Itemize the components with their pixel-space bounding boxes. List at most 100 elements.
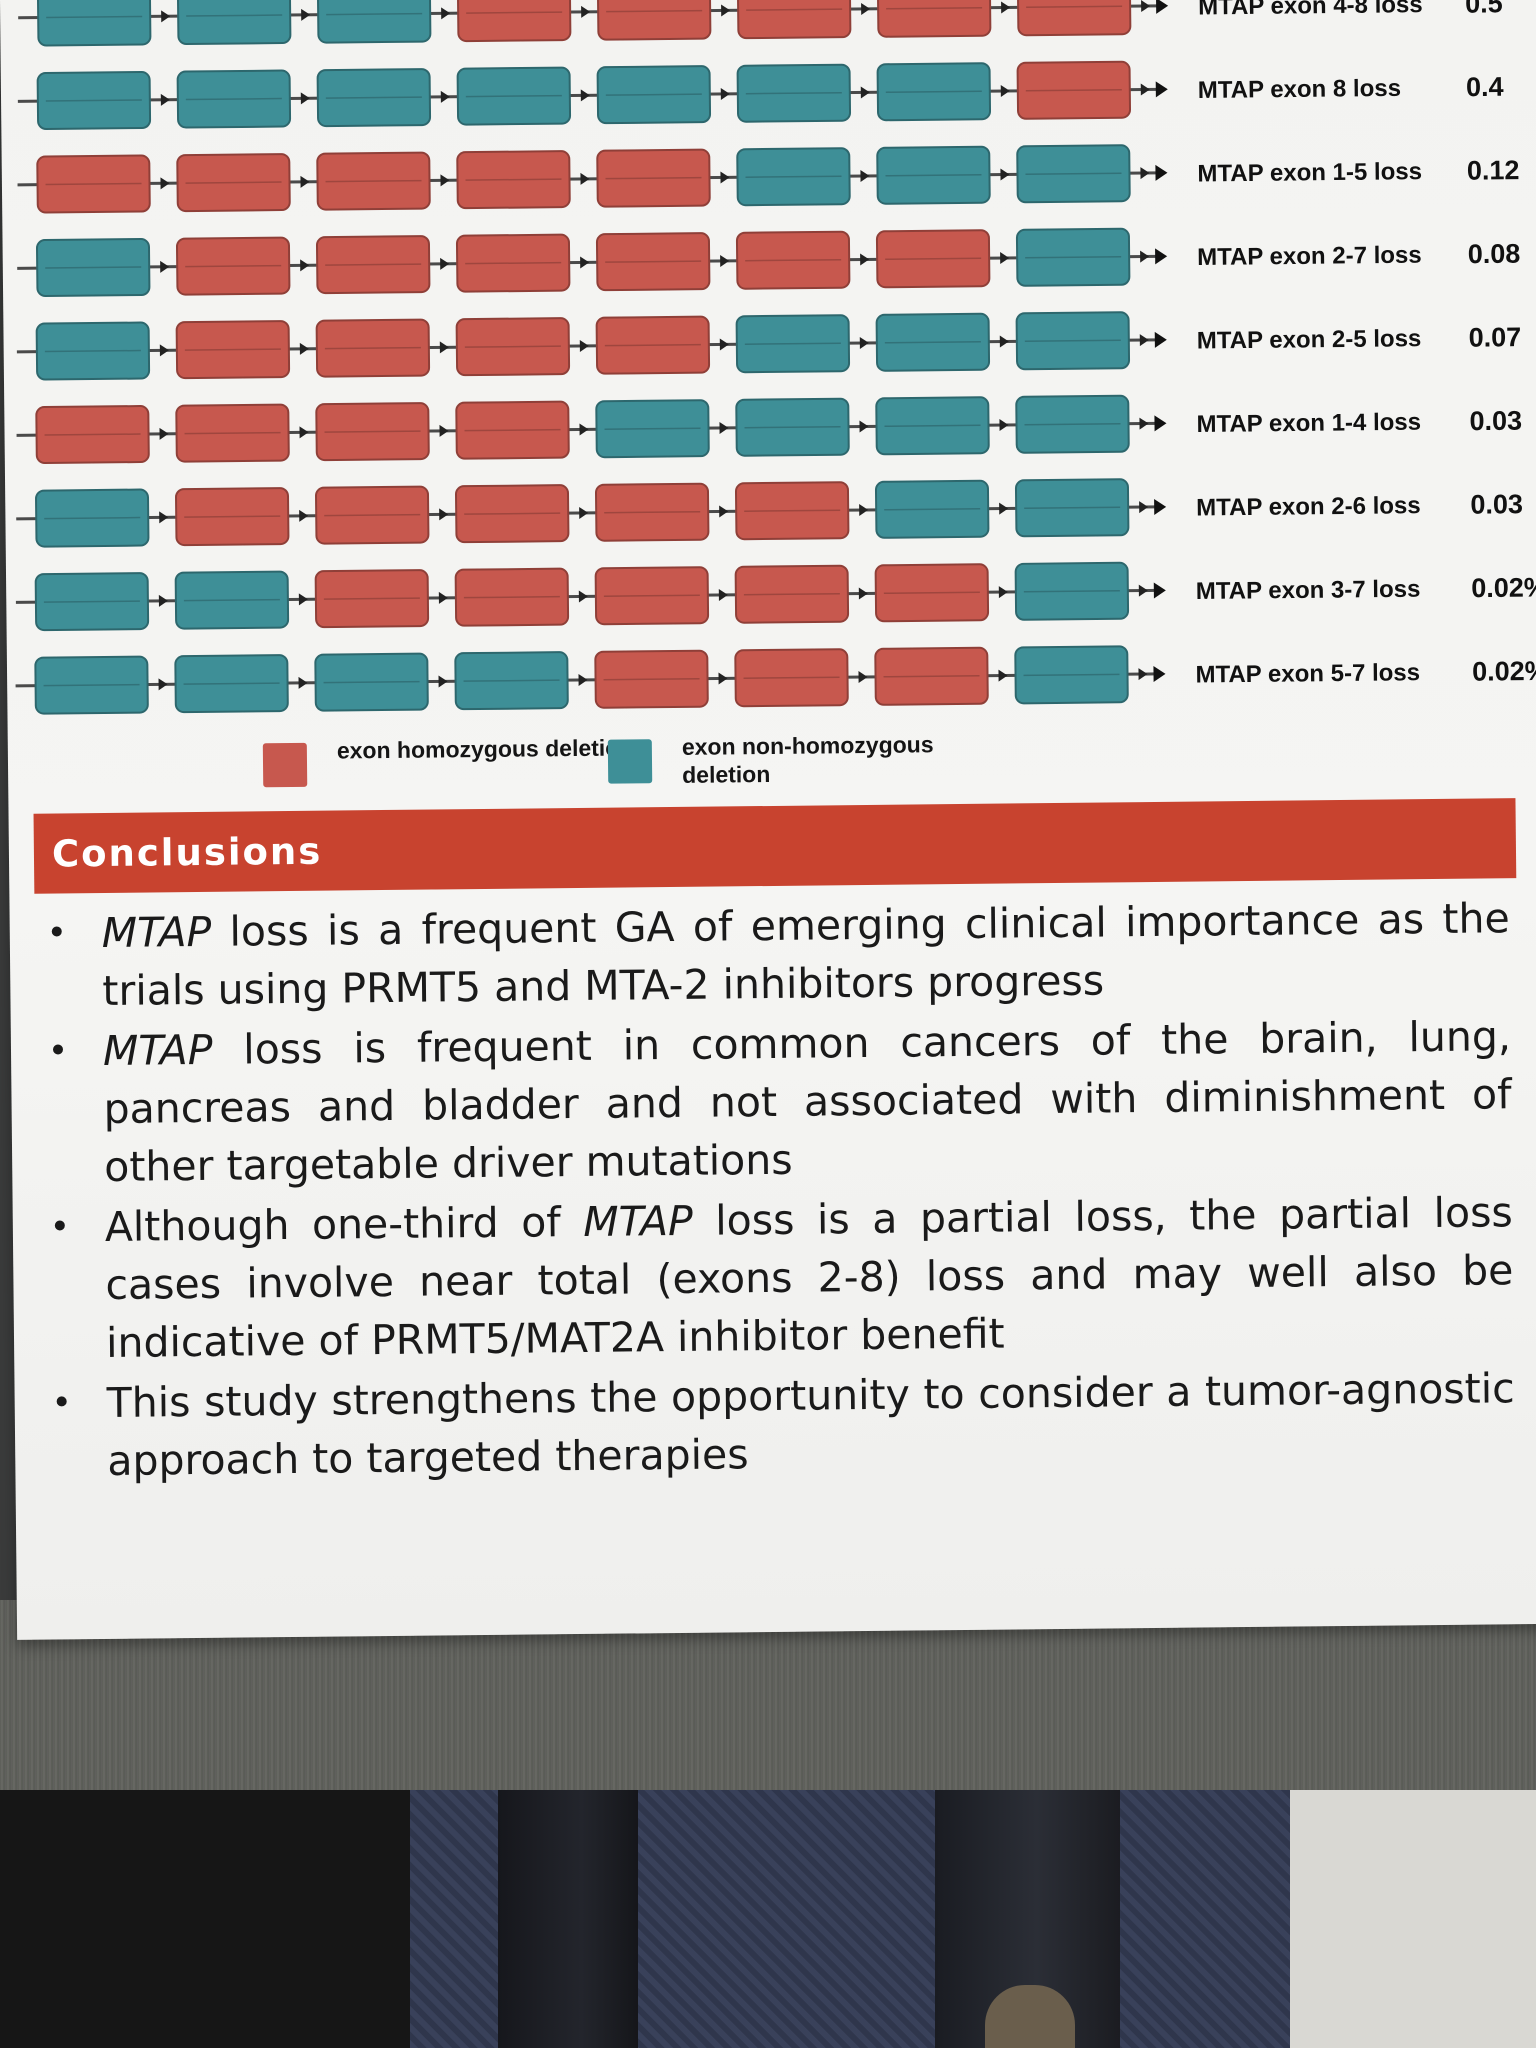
deletion-frequency: 0.07 <box>1468 322 1521 353</box>
connector-arrow <box>861 2 871 15</box>
connector-arrow <box>299 426 309 439</box>
left-panel <box>0 1790 410 2048</box>
connector-arrow <box>1140 83 1150 96</box>
connector-arrow <box>159 511 169 524</box>
connector-arrow <box>998 669 1008 682</box>
right-panel <box>1290 1790 1536 2048</box>
exon-midline <box>465 178 562 181</box>
exon-box <box>1016 0 1132 37</box>
connector-arrow <box>580 172 590 185</box>
connector-arrow <box>299 509 309 522</box>
connector-arrow <box>159 427 169 440</box>
exon-midline <box>464 512 561 515</box>
connector-arrow <box>299 342 309 355</box>
exon-midline <box>1025 256 1122 259</box>
exon-midline <box>885 90 982 93</box>
exon-midline <box>465 261 562 265</box>
row-end-arrow <box>1154 498 1167 515</box>
exon-box <box>596 0 712 41</box>
connector-arrow <box>859 504 869 517</box>
exon-midline <box>324 430 421 433</box>
gene-name: MTAP <box>102 1025 213 1075</box>
exon-midline <box>46 15 143 19</box>
conclusion-text: MTAP loss is a frequent GA of emerging c… <box>101 889 1510 1020</box>
exon-row: MTAP exon 2-5 loss 0.07 <box>16 311 1521 381</box>
deletion-frequency: 0.4 <box>1466 72 1504 102</box>
exon-row: MTAP exon 5-7 loss 0.02% <box>15 645 1536 715</box>
exon-midline <box>745 91 842 95</box>
exon-midline <box>43 600 140 603</box>
connector-arrow <box>1000 168 1010 181</box>
exon-midline <box>744 425 841 429</box>
legend-item-non-homozygous: exon non-homozygous deletion <box>607 731 934 794</box>
exon-midline <box>324 513 421 517</box>
connector-arrow <box>159 344 169 357</box>
legend-swatch-non-homozygous <box>607 739 653 784</box>
conclusions-header: Conclusions <box>33 798 1517 894</box>
exon-midline <box>603 594 700 597</box>
exon-midline <box>1023 590 1120 593</box>
conclusions-list: MTAP loss is a frequent GA of emerging c… <box>39 889 1515 1492</box>
conclusion-text: MTAP loss is frequent in common cancers … <box>103 1007 1513 1196</box>
bullet-icon <box>54 1220 65 1231</box>
deletion-frequency: 0.12 <box>1467 155 1520 186</box>
deletion-pattern-label: MTAP exon 2-7 loss <box>1197 242 1422 271</box>
exon-midline <box>465 94 562 98</box>
exon-midline <box>184 431 281 435</box>
exon-midline <box>43 683 140 687</box>
deletion-pattern-label: MTAP exon 2-5 loss <box>1197 325 1422 354</box>
exon-row: MTAP exon 2-6 loss 0.03 <box>16 478 1523 548</box>
exon-box <box>36 0 152 47</box>
connector-arrow <box>158 594 168 607</box>
connector-arrow <box>438 591 448 604</box>
connector-arrow <box>578 673 588 686</box>
exon-midline <box>744 342 841 345</box>
exon-midline <box>44 349 141 353</box>
connector-arrow <box>718 672 728 685</box>
exon-midline <box>464 345 561 348</box>
connector-arrow <box>440 257 450 270</box>
deletion-frequency: 0.03 <box>1470 489 1523 520</box>
connector-arrow <box>160 93 170 106</box>
connector-arrow <box>439 508 449 521</box>
connector-arrow <box>298 593 308 606</box>
conclusions-title: Conclusions <box>51 829 323 876</box>
connector-arrow <box>719 505 729 518</box>
connector-arrow <box>1140 250 1150 263</box>
connector-arrow <box>578 590 588 603</box>
exon-midline <box>183 598 280 602</box>
exon-midline <box>1026 5 1123 9</box>
shoe <box>985 1985 1075 2048</box>
connector-arrow <box>440 174 450 187</box>
row-end-arrow <box>1155 248 1168 265</box>
exon-midline <box>1025 89 1122 92</box>
exon-row: MTAP exon 2-7 loss 0.08 <box>17 227 1520 298</box>
exon-midline <box>885 257 982 260</box>
exon-deletion-diagram: MTAP exon 4-8 loss 0.5 MTAP exon 8 loss 0.4… <box>0 0 1536 720</box>
connector-arrow <box>1139 417 1149 430</box>
legend: exon homozygous deletion exon non-homozy… <box>262 729 1064 807</box>
exon-midline <box>325 263 422 266</box>
exon-midline <box>885 173 982 177</box>
exon-midline <box>604 343 701 347</box>
exon-midline <box>1023 673 1120 677</box>
legend-label-homozygous: exon homozygous deletion <box>336 734 634 764</box>
deletion-frequency: 0.02% <box>1472 656 1536 687</box>
exon-midline <box>185 181 282 184</box>
person-leg-left <box>498 1790 638 2048</box>
row-end-arrow <box>1153 665 1166 682</box>
deletion-frequency: 0.03 <box>1469 406 1522 437</box>
deletion-pattern-label: MTAP exon 2-6 loss <box>1196 492 1421 521</box>
exon-midline <box>324 346 421 350</box>
deletion-pattern-label: MTAP exon 5-7 loss <box>1195 659 1420 688</box>
exon-midline <box>605 176 702 180</box>
conclusion-text: This study strengthens the opportunity t… <box>106 1359 1515 1490</box>
exon-midline <box>44 433 141 436</box>
connector-arrow <box>300 92 310 105</box>
exon-midline <box>606 9 703 13</box>
bullet-icon <box>51 926 62 937</box>
exon-midline <box>883 675 980 678</box>
row-end-arrow <box>1154 415 1167 432</box>
connector-arrow <box>720 171 730 184</box>
exon-midline <box>44 516 141 520</box>
